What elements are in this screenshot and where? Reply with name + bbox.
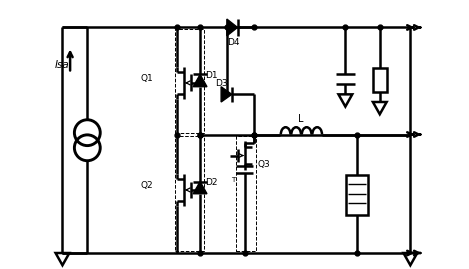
Polygon shape [227, 19, 238, 36]
Text: Q2: Q2 [141, 181, 153, 190]
Text: L: L [297, 114, 303, 124]
Bar [175, 29, 204, 133]
Text: Isa: Isa [55, 60, 69, 70]
Bar [175, 136, 204, 251]
Text: D4: D4 [227, 38, 240, 47]
Bar [373, 68, 386, 93]
Text: T: T [231, 177, 236, 183]
Polygon shape [193, 182, 207, 194]
Polygon shape [193, 75, 207, 87]
Text: D2: D2 [204, 178, 217, 187]
Bar [236, 136, 256, 251]
Text: Q3: Q3 [257, 160, 270, 169]
Polygon shape [221, 87, 232, 102]
Bar [346, 175, 368, 215]
Text: Q1: Q1 [141, 74, 153, 83]
Text: D3: D3 [215, 79, 228, 88]
Text: D1: D1 [204, 71, 217, 80]
